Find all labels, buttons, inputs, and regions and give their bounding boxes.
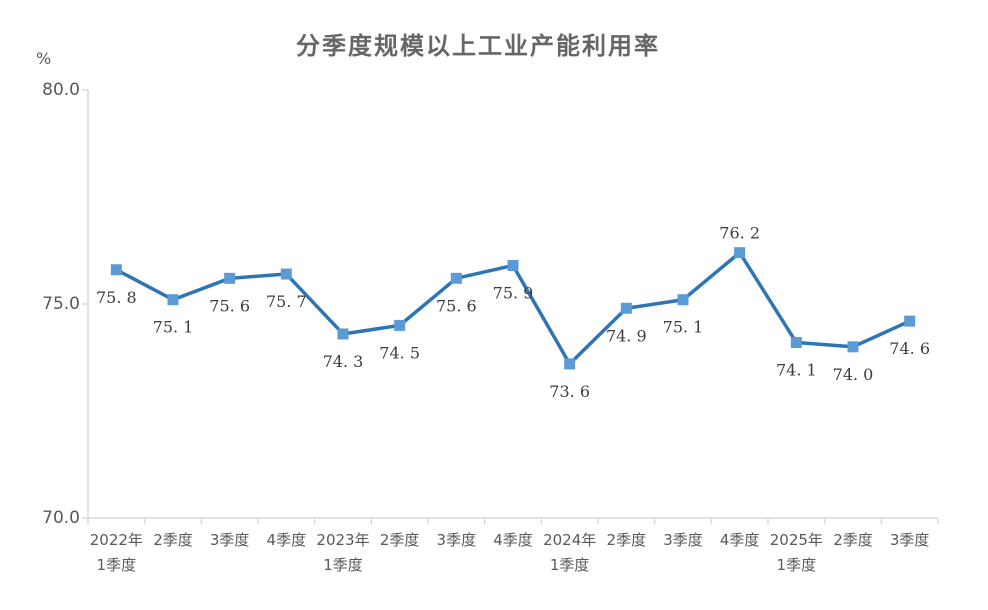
x-axis-category-label: 3季度 xyxy=(437,531,477,549)
data-point-marker xyxy=(790,337,802,349)
x-axis-category-label: 2季度 xyxy=(833,531,873,549)
data-point-label: 75. 6 xyxy=(436,296,477,315)
data-point-label: 75. 9 xyxy=(493,283,534,302)
x-axis-category-label: 2024年 1季度 xyxy=(543,531,596,574)
x-axis-category-label: 4季度 xyxy=(720,531,760,549)
data-point-label: 74. 0 xyxy=(833,365,874,384)
x-axis-category-label: 2022年 1季度 xyxy=(90,531,143,574)
data-point-label: 76. 2 xyxy=(719,224,760,243)
data-point-marker xyxy=(904,315,916,327)
x-axis-category-label: 3季度 xyxy=(890,531,930,549)
y-axis-tick-label: 75.0 xyxy=(42,294,80,314)
data-point-marker xyxy=(677,294,689,306)
data-point-label: 74. 3 xyxy=(323,352,364,371)
data-point-marker xyxy=(110,264,122,276)
x-axis-category-label: 4季度 xyxy=(267,531,307,549)
data-point-marker xyxy=(734,247,746,259)
data-point-label: 75. 1 xyxy=(153,318,194,337)
data-point-label: 74. 1 xyxy=(776,361,817,380)
data-point-marker xyxy=(224,272,236,284)
data-point-label: 74. 6 xyxy=(889,339,930,358)
y-axis-tick-label: 80.0 xyxy=(42,80,80,100)
data-point-marker xyxy=(337,328,349,340)
x-axis-category-label: 2季度 xyxy=(380,531,420,549)
x-axis-category-label: 2季度 xyxy=(153,531,193,549)
data-point-label: 75. 7 xyxy=(266,292,307,311)
data-point-marker xyxy=(507,259,519,271)
data-point-marker xyxy=(450,272,462,284)
x-axis-category-label: 3季度 xyxy=(210,531,250,549)
y-axis-tick-label: 70.0 xyxy=(42,508,80,528)
data-point-label: 74. 9 xyxy=(606,326,647,345)
data-point-marker xyxy=(564,358,576,370)
data-point-marker xyxy=(394,319,406,331)
data-point-label: 75. 8 xyxy=(96,288,137,307)
x-axis-category-label: 2025年 1季度 xyxy=(770,531,823,574)
data-point-label: 74. 5 xyxy=(379,343,420,362)
x-axis-category-label: 4季度 xyxy=(493,531,533,549)
y-axis-unit-label: % xyxy=(36,49,52,68)
x-axis-category-label: 2季度 xyxy=(607,531,647,549)
data-point-marker xyxy=(167,294,179,306)
chart-title: 分季度规模以上工业产能利用率 xyxy=(296,32,660,60)
data-point-marker xyxy=(620,302,632,314)
data-point-marker xyxy=(847,341,859,353)
x-axis-category-label: 3季度 xyxy=(663,531,703,549)
data-point-label: 75. 6 xyxy=(209,296,250,315)
data-point-label: 73. 6 xyxy=(549,382,590,401)
data-point-label: 75. 1 xyxy=(663,318,704,337)
data-point-marker xyxy=(280,268,292,280)
x-axis-category-label: 2023年 1季度 xyxy=(316,531,369,574)
